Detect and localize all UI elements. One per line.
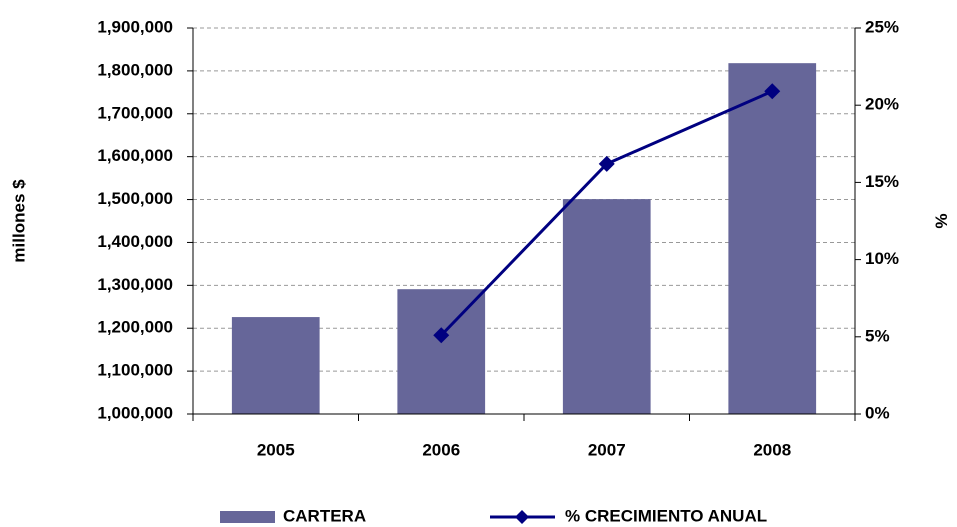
x-tick-label: 2005 xyxy=(257,440,295,459)
y-tick-label: 1,300,000 xyxy=(97,275,173,294)
legend-label: CARTERA xyxy=(283,506,366,525)
y-tick-label: 1,400,000 xyxy=(97,232,173,251)
y-tick-label: 1,600,000 xyxy=(97,146,173,165)
y2-tick-label: 25% xyxy=(865,17,899,36)
marker xyxy=(598,155,615,172)
y-tick-label: 1,700,000 xyxy=(97,103,173,122)
x-tick-label: 2006 xyxy=(422,440,460,459)
legend-swatch xyxy=(220,511,275,523)
y-tick-label: 1,200,000 xyxy=(97,318,173,337)
y-tick-label: 1,000,000 xyxy=(97,403,173,422)
marker xyxy=(764,83,781,100)
marker xyxy=(433,327,450,344)
bar xyxy=(231,317,320,414)
bar xyxy=(728,63,817,415)
y-tick-label: 1,800,000 xyxy=(97,60,173,79)
y-axis-title: millones $ xyxy=(9,179,28,263)
y2-axis-title: % xyxy=(932,213,951,228)
y-tick-label: 1,500,000 xyxy=(97,189,173,208)
x-tick-label: 2008 xyxy=(753,440,791,459)
legend-label: % CRECIMIENTO ANUAL xyxy=(565,506,767,525)
legend-marker xyxy=(515,510,529,524)
y2-tick-label: 15% xyxy=(865,172,899,191)
x-tick-label: 2007 xyxy=(588,440,626,459)
y2-tick-label: 20% xyxy=(865,95,899,114)
y-tick-label: 1,100,000 xyxy=(97,361,173,380)
y2-tick-label: 0% xyxy=(865,403,890,422)
y-tick-label: 1,900,000 xyxy=(97,17,173,36)
y2-tick-label: 5% xyxy=(865,326,890,345)
y2-tick-label: 10% xyxy=(865,249,899,268)
bar xyxy=(397,289,486,414)
bar xyxy=(562,199,651,414)
